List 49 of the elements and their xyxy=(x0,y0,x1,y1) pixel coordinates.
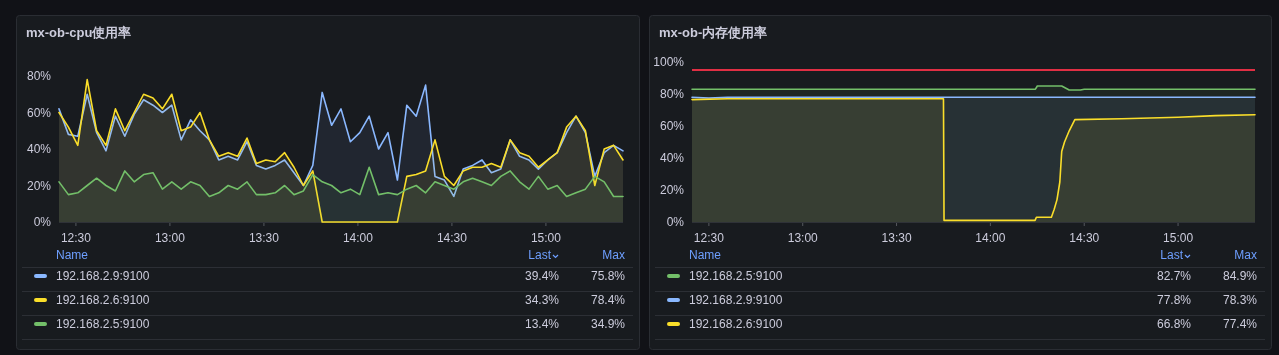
y-tick-label: 80% xyxy=(659,87,685,101)
y-tick-label: 100% xyxy=(653,55,685,69)
text: Last xyxy=(1160,248,1184,262)
legend-label: 192.168.2.6:9100 xyxy=(56,293,150,307)
y-tick-label: 60% xyxy=(659,119,685,133)
y-tick-label: 20% xyxy=(26,178,52,193)
y-tick-label: 20% xyxy=(659,183,685,197)
chart-title: mx-ob-内存使用率 xyxy=(659,25,768,40)
legend-label: 192.168.2.5:9100 xyxy=(689,269,783,283)
text: 78.3% xyxy=(1222,293,1258,307)
chart-title: mx-ob-cpu使用率 xyxy=(26,25,132,40)
text: 84.9% xyxy=(1222,269,1258,283)
text: 75.8% xyxy=(590,269,626,283)
text: Max xyxy=(602,248,625,262)
text: 78.4% xyxy=(590,293,626,307)
x-tick-label: 12:30 xyxy=(693,231,725,245)
text: Last xyxy=(528,248,552,262)
legend-label: 192.168.2.6:9100 xyxy=(689,317,783,331)
y-tick-label: 80% xyxy=(26,69,52,83)
text: 39.4% xyxy=(524,269,560,283)
text: Max xyxy=(1234,248,1257,262)
x-tick-label: 15:00 xyxy=(1163,231,1194,245)
text: Name xyxy=(689,248,722,262)
legend-label: 192.168.2.9:9100 xyxy=(689,293,783,307)
x-tick-label: 13:30 xyxy=(248,231,280,245)
x-tick-label: 14:00 xyxy=(342,231,374,245)
y-tick-label: 60% xyxy=(26,105,52,120)
x-tick-label: 14:00 xyxy=(975,231,1006,245)
y-tick-label: 40% xyxy=(659,151,685,165)
text: 34.3% xyxy=(524,293,560,307)
x-tick-label: 14:30 xyxy=(436,231,468,245)
y-tick-label: 40% xyxy=(26,142,52,156)
text: Name xyxy=(56,248,89,262)
x-tick-label: 13:00 xyxy=(154,231,186,245)
x-tick-label: 13:00 xyxy=(787,231,819,245)
text: 77.4% xyxy=(1222,317,1258,331)
x-tick-label: 15:00 xyxy=(530,231,562,245)
text: 82.7% xyxy=(1156,269,1192,283)
x-tick-label: 13:30 xyxy=(881,231,912,245)
text: 77.8% xyxy=(1156,293,1192,307)
x-tick-label: 14:30 xyxy=(1069,231,1100,245)
y-tick-label: 0% xyxy=(666,215,685,229)
legend-label: 192.168.2.5:9100 xyxy=(56,317,150,331)
y-tick-label: 0% xyxy=(33,215,52,229)
text: 13.4% xyxy=(524,317,560,331)
legend-label: 192.168.2.9:9100 xyxy=(56,269,150,283)
text: 34.9% xyxy=(590,317,626,331)
x-tick-label: 12:30 xyxy=(60,231,92,245)
text: 66.8% xyxy=(1156,317,1192,331)
